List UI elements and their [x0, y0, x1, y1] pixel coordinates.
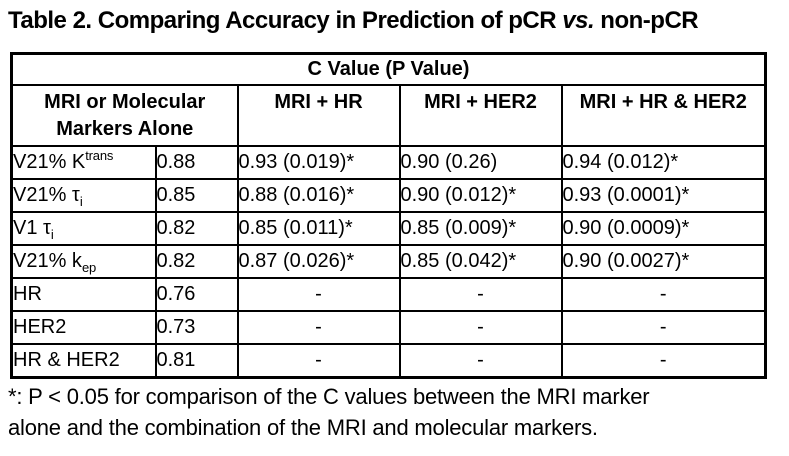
marker-base-text: V21% k [13, 250, 82, 272]
table-title-text-after: non-pCR [594, 7, 699, 34]
marker-base-text: HER2 [13, 316, 67, 338]
combo-value-cell: 0.90 (0.26) [398, 145, 563, 180]
table-footnote: *: P < 0.05 for comparison of the C valu… [8, 381, 783, 443]
marker-supscript: trans [85, 148, 114, 163]
column-header-row: MRI or Molecular Markers Alone MRI + HR … [10, 84, 767, 147]
combo-value-cell: - [398, 310, 563, 345]
table-title-italic-text: vs. [562, 7, 595, 34]
table-body: V21% Ktrans 0.88 0.93 (0.019)* 0.90 (0.26) 0… [10, 145, 767, 379]
combo-value-cell: - [236, 343, 401, 379]
combo-value-cell: 0.85 (0.011)* [236, 211, 401, 246]
span-header-row: C Value (P Value) [10, 52, 767, 86]
footnote-line-2: alone and the combination of the MRI and… [8, 415, 598, 440]
combo-value-cell: 0.87 (0.026)* [236, 244, 401, 279]
combo-value-cell: 0.90 (0.0009)* [560, 211, 767, 246]
alone-value-cell: 0.76 [154, 277, 239, 312]
column-header-mri-hr: MRI + HR [236, 84, 401, 147]
table-title: Table 2. Comparing Accuracy in Predictio… [8, 7, 699, 35]
c-value-p-value-header: C Value (P Value) [10, 52, 767, 86]
combo-value-cell: - [398, 343, 563, 379]
combo-value-cell: 0.93 (0.019)* [236, 145, 401, 180]
combo-value-cell: - [236, 310, 401, 345]
combo-value-cell: - [560, 277, 767, 312]
table-row: V21% kep 0.82 0.87 (0.026)* 0.85 (0.042)* 0.… [10, 244, 767, 279]
alone-value-cell: 0.81 [154, 343, 239, 379]
combo-value-cell: 0.85 (0.042)* [398, 244, 563, 279]
column-header-markers-alone: MRI or Molecular Markers Alone [10, 84, 239, 147]
table-row: V1 τi 0.82 0.85 (0.011)* 0.85 (0.009)* 0.90 … [10, 211, 767, 246]
marker-name-cell: HR & HER2 [10, 343, 157, 379]
combo-value-cell: 0.85 (0.009)* [398, 211, 563, 246]
marker-name-cell: HR [10, 277, 157, 312]
marker-base-text: V21% K [13, 151, 86, 173]
table-row: HR & HER2 0.81- - - [10, 343, 767, 379]
footnote-line-1: *: P < 0.05 for comparison of the C valu… [8, 384, 650, 409]
combo-value-cell: - [560, 343, 767, 379]
alone-value-cell: 0.73 [154, 310, 239, 345]
marker-base-text: V21% τ [13, 184, 80, 206]
marker-name-cell: HER2 [10, 310, 157, 345]
combo-value-cell: 0.90 (0.0027)* [560, 244, 767, 279]
combo-value-cell: 0.88 (0.016)* [236, 178, 401, 213]
table-row: HER2 0.73- - - [10, 310, 767, 345]
marker-name-cell: V21% Ktrans [10, 145, 157, 180]
marker-subscript: i [79, 194, 83, 209]
marker-name-cell: V1 τi [10, 211, 157, 246]
combo-value-cell: 0.93 (0.0001)* [560, 178, 767, 213]
marker-name-cell: V21% kep [10, 244, 157, 279]
table-title-text: Table 2. Comparing Accuracy in Predictio… [8, 7, 563, 34]
alone-value-cell: 0.88 [154, 145, 239, 180]
table-row: V21% Ktrans 0.88 0.93 (0.019)* 0.90 (0.26) 0… [10, 145, 767, 180]
column-header-mri-her2: MRI + HER2 [398, 84, 563, 147]
combo-value-cell: - [236, 277, 401, 312]
alone-value-cell: 0.85 [154, 178, 239, 213]
column-header-mri-hr-her2: MRI + HR & HER2 [560, 84, 767, 147]
results-table: C Value (P Value) MRI or Molecular Marke… [10, 52, 767, 379]
combo-value-cell: - [560, 310, 767, 345]
table-row: HR 0.76- - - [10, 277, 767, 312]
marker-subscript: i [50, 227, 54, 242]
alone-value-cell: 0.82 [154, 211, 239, 246]
marker-base-text: HR [13, 283, 42, 305]
marker-base-text: HR & HER2 [13, 349, 120, 371]
marker-base-text: V1 τ [13, 217, 51, 239]
marker-subscript: ep [81, 260, 96, 275]
table-row: V21% τi 0.85 0.88 (0.016)* 0.90 (0.012)* 0.9… [10, 178, 767, 213]
combo-value-cell: - [398, 277, 563, 312]
marker-name-cell: V21% τi [10, 178, 157, 213]
alone-value-cell: 0.82 [154, 244, 239, 279]
combo-value-cell: 0.90 (0.012)* [398, 178, 563, 213]
combo-value-cell: 0.94 (0.012)* [560, 145, 767, 180]
